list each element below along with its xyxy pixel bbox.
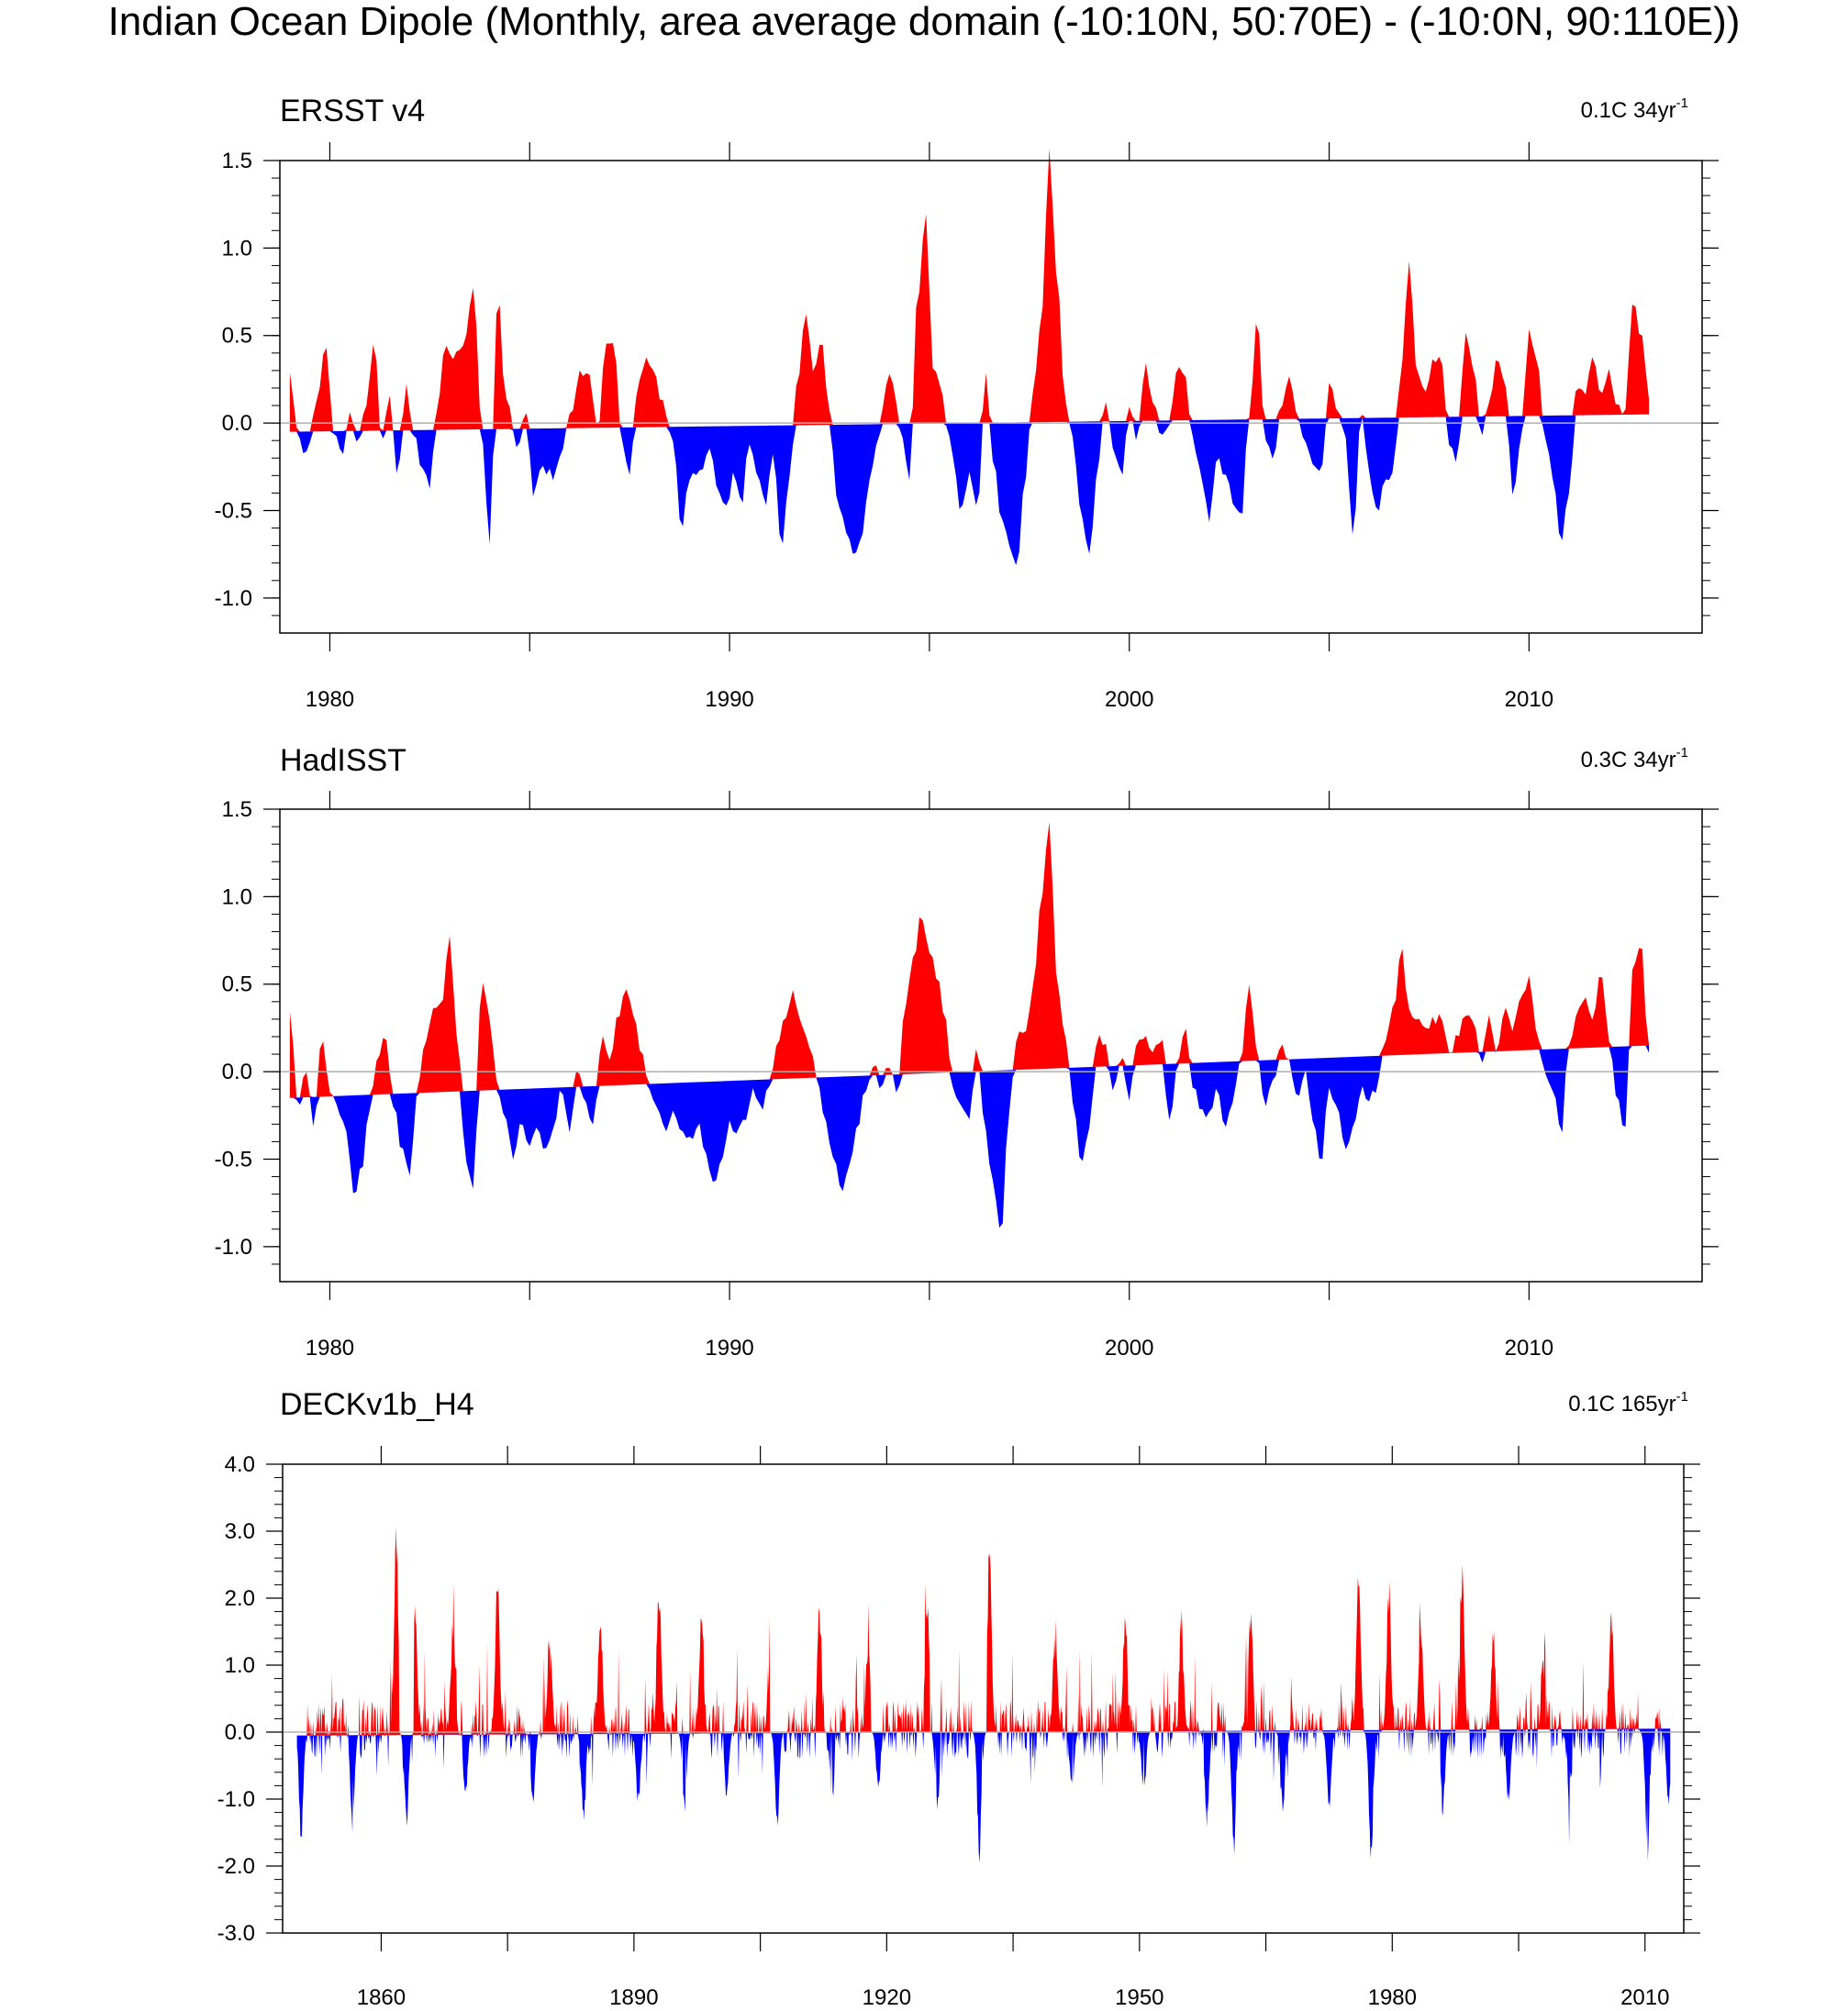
panel-hadisst: HadISST 0.3C 34yr-1 1.5 1.0 0.5 0.0 -0.5 -1.0… xyxy=(215,743,1719,1361)
y-tick-label: 1.0 xyxy=(222,236,252,261)
x-tick-label: 2010 xyxy=(1505,1336,1553,1361)
y-tick-label: -1.0 xyxy=(215,1235,252,1260)
x-tick-label: 1980 xyxy=(306,1336,354,1361)
x-tick-label: 2000 xyxy=(1105,687,1153,712)
positive-anomaly-area xyxy=(296,1527,1671,1736)
x-tick-label: 2010 xyxy=(1620,1985,1669,2010)
positive-anomaly-area xyxy=(289,822,1650,1098)
trend-label: 0.1C 165yr-1 xyxy=(1568,1389,1688,1417)
x-tick-label: 1980 xyxy=(1368,1985,1417,2010)
y-tick-label: 1.0 xyxy=(225,1653,255,1678)
plot-area: 1.5 1.0 0.5 0.0 -0.5 -1.0 1980 1990 2000 2010 xyxy=(215,142,1719,712)
y-tick-label: 4.0 xyxy=(225,1452,255,1477)
y-tick-label: -0.5 xyxy=(215,1147,252,1172)
trend-exponent: -1 xyxy=(1676,95,1688,111)
y-tick-label: 1.5 xyxy=(222,149,252,173)
trend-exponent: -1 xyxy=(1676,1389,1688,1405)
x-tick-label: 1980 xyxy=(306,687,354,712)
plot-frame xyxy=(279,808,1703,1283)
trend-value: 0.1C 34yr xyxy=(1581,98,1676,123)
x-tick-label: 2010 xyxy=(1505,687,1553,712)
positive-anomaly-area xyxy=(289,149,1650,432)
x-tick-label: 1990 xyxy=(705,687,753,712)
y-tick-label: 0.0 xyxy=(225,1720,255,1745)
y-tick-label: -1.0 xyxy=(217,1787,255,1812)
y-tick-label: -2.0 xyxy=(217,1854,255,1879)
negative-anomaly-area xyxy=(289,414,1650,565)
plot-area: 1.5 1.0 0.5 0.0 -0.5 -1.0 1980 1990 2000 2010 xyxy=(215,791,1719,1361)
panel-title: ERSST v4 xyxy=(280,94,425,128)
negative-anomaly-area xyxy=(289,1045,1650,1228)
x-tick-label: 1890 xyxy=(609,1985,658,2010)
panel-title: DECKv1b_H4 xyxy=(280,1387,474,1422)
trend-label: 0.3C 34yr-1 xyxy=(1581,745,1688,772)
x-tick-label: 1920 xyxy=(863,1985,911,2010)
y-tick-label: 0.5 xyxy=(222,972,252,997)
negative-anomaly-area xyxy=(296,1728,1671,1863)
panel-title: HadISST xyxy=(280,743,406,778)
plot-frame xyxy=(279,160,1703,634)
trend-label: 0.1C 34yr-1 xyxy=(1581,95,1688,123)
x-tick-label: 1860 xyxy=(357,1985,406,2010)
x-tick-label: 1950 xyxy=(1115,1985,1163,2010)
panel-deckv1b-h4: DECKv1b_H4 0.1C 165yr-1 4.0 3.0 2.0 1.0 0.0 -… xyxy=(217,1387,1700,2010)
trend-value: 0.1C 165yr xyxy=(1568,1392,1675,1417)
panel-ersst: ERSST v4 0.1C 34yr-1 1.5 1.0 0.5 0.0 -0.5 -1.… xyxy=(215,94,1719,712)
plot-frame xyxy=(282,1463,1685,1934)
y-tick-label: -3.0 xyxy=(217,1921,255,1946)
trend-exponent: -1 xyxy=(1676,745,1688,761)
plot-area: 4.0 3.0 2.0 1.0 0.0 -1.0 -2.0 -3.0 1860 1890 1920 1… xyxy=(217,1446,1700,2010)
y-tick-label: -1.0 xyxy=(215,586,252,611)
y-tick-label: 0.5 xyxy=(222,324,252,349)
x-tick-label: 1990 xyxy=(705,1336,753,1361)
trend-value: 0.3C 34yr xyxy=(1581,748,1676,772)
y-tick-label: 1.0 xyxy=(222,884,252,909)
x-tick-label: 2000 xyxy=(1105,1336,1153,1361)
y-tick-label: 2.0 xyxy=(225,1586,255,1611)
y-tick-label: 0.0 xyxy=(222,411,252,436)
figure-title: Indian Ocean Dipole (Monthly, area avera… xyxy=(108,0,1741,44)
y-tick-label: 0.0 xyxy=(222,1060,252,1084)
y-tick-label: 3.0 xyxy=(225,1519,255,1544)
y-tick-label: -0.5 xyxy=(215,498,252,523)
y-tick-label: 1.5 xyxy=(222,797,252,822)
